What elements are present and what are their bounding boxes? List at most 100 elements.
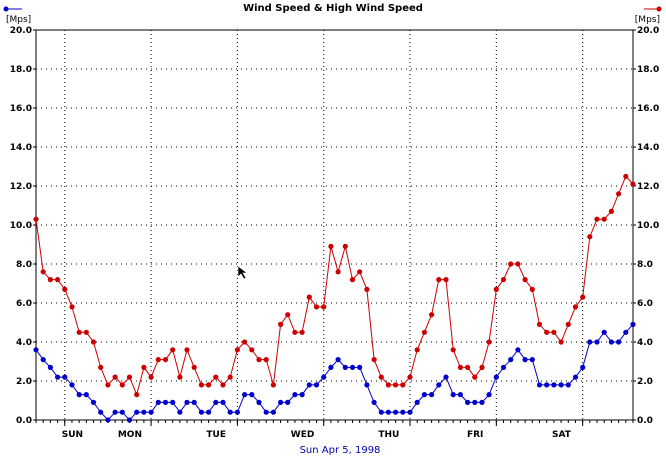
- data-point-wind: [522, 357, 528, 363]
- data-point-wind: [601, 329, 607, 335]
- data-point-wind: [385, 409, 391, 415]
- y-tick-label-right: 14.0: [637, 143, 659, 153]
- data-point-wind: [364, 382, 370, 388]
- data-point-high: [529, 286, 535, 292]
- data-point-wind: [421, 392, 427, 398]
- data-point-wind: [407, 409, 413, 415]
- data-point-wind: [198, 409, 204, 415]
- y-tick-label-right: 12.0: [637, 182, 659, 192]
- y-tick-label-left: 2.0: [16, 377, 32, 387]
- data-point-wind: [616, 339, 622, 345]
- data-point-high: [407, 374, 413, 380]
- data-point-wind: [306, 382, 312, 388]
- data-point-wind: [98, 409, 104, 415]
- data-point-high: [364, 286, 370, 292]
- series-group: [33, 173, 636, 423]
- data-point-high: [184, 347, 190, 353]
- data-point-high: [90, 339, 97, 345]
- data-point-high: [393, 382, 399, 388]
- data-point-high: [256, 357, 262, 363]
- chart-title: Wind Speed & High Wind Speed: [243, 3, 423, 14]
- data-point-wind: [371, 399, 377, 405]
- day-label: FRI: [467, 430, 483, 440]
- data-point-high: [249, 347, 255, 353]
- data-point-high: [76, 329, 82, 335]
- data-point-high: [33, 216, 39, 222]
- y-tick-label-right: 0.0: [637, 416, 653, 426]
- data-point-high: [119, 382, 125, 388]
- y-tick-label-left: 10.0: [10, 221, 32, 231]
- data-point-high: [126, 374, 133, 380]
- data-point-wind: [536, 382, 543, 388]
- data-point-high: [306, 294, 312, 300]
- data-point-high: [47, 277, 54, 283]
- data-point-wind: [328, 364, 334, 370]
- data-point-wind: [443, 374, 449, 380]
- data-point-high: [508, 261, 514, 267]
- data-point-high: [148, 374, 154, 380]
- data-point-wind: [242, 392, 248, 398]
- data-point-high: [191, 364, 197, 370]
- y-axis-label-right: [Mps]: [635, 15, 660, 25]
- y-tick-labels: 0.0 0.0 2.0 2.0 4.0 4.0 6.0 6.0 8.0 8.0 10.0 10.0 12…: [10, 26, 659, 426]
- data-point-wind: [429, 392, 435, 398]
- data-point-high: [436, 277, 442, 283]
- data-point-high: [544, 329, 550, 335]
- day-label: THU: [378, 430, 399, 440]
- plot-frame: [35, 29, 634, 421]
- data-point-wind: [148, 409, 154, 415]
- data-point-wind: [393, 409, 399, 415]
- data-point-wind: [40, 357, 46, 363]
- data-point-high: [69, 304, 75, 310]
- data-point-high: [601, 216, 607, 222]
- data-point-high: [155, 357, 161, 363]
- data-point-high: [357, 269, 363, 275]
- data-point-wind: [126, 417, 133, 423]
- data-point-wind: [191, 399, 197, 405]
- data-point-high: [522, 277, 528, 283]
- data-point-high: [285, 312, 291, 318]
- data-point-wind: [184, 399, 190, 405]
- data-point-wind: [357, 364, 363, 370]
- data-point-wind: [486, 392, 492, 398]
- data-point-wind: [134, 409, 140, 415]
- data-point-high: [385, 382, 391, 388]
- data-point-high: [572, 304, 579, 310]
- data-point-wind: [162, 399, 169, 405]
- series-line-wind: [35, 324, 634, 421]
- data-point-wind: [119, 409, 125, 415]
- data-point-wind: [278, 399, 284, 405]
- data-point-wind: [227, 409, 233, 415]
- data-point-high: [536, 321, 543, 327]
- data-point-high: [500, 277, 507, 283]
- data-point-wind: [112, 409, 118, 415]
- data-point-high: [421, 329, 427, 335]
- data-point-wind: [285, 399, 291, 405]
- data-point-wind: [500, 364, 507, 370]
- data-point-high: [378, 374, 384, 380]
- data-point-wind: [69, 382, 75, 388]
- data-point-high: [472, 374, 478, 380]
- data-point-wind: [558, 382, 564, 388]
- marker-left: [3, 6, 9, 12]
- data-point-wind: [55, 374, 61, 380]
- data-point-high: [328, 243, 334, 249]
- data-point-high: [278, 321, 284, 327]
- data-point-high: [335, 269, 341, 275]
- data-point-high: [457, 364, 463, 370]
- data-point-high: [112, 374, 118, 380]
- data-point-wind: [529, 357, 535, 363]
- day-label: SAT: [552, 430, 572, 440]
- day-label: MON: [118, 430, 142, 440]
- data-point-wind: [580, 364, 586, 370]
- data-point-wind: [436, 382, 442, 388]
- y-tick-label-left: 6.0: [16, 299, 32, 309]
- data-point-wind: [493, 374, 499, 380]
- day-label: TUE: [206, 430, 226, 440]
- data-point-wind: [249, 392, 255, 398]
- data-point-wind: [270, 409, 276, 415]
- y-tick-label-left: 20.0: [10, 26, 32, 36]
- y-tick-label-left: 0.0: [16, 416, 32, 426]
- data-point-high: [565, 321, 571, 327]
- y-tick-label-left: 12.0: [10, 182, 32, 192]
